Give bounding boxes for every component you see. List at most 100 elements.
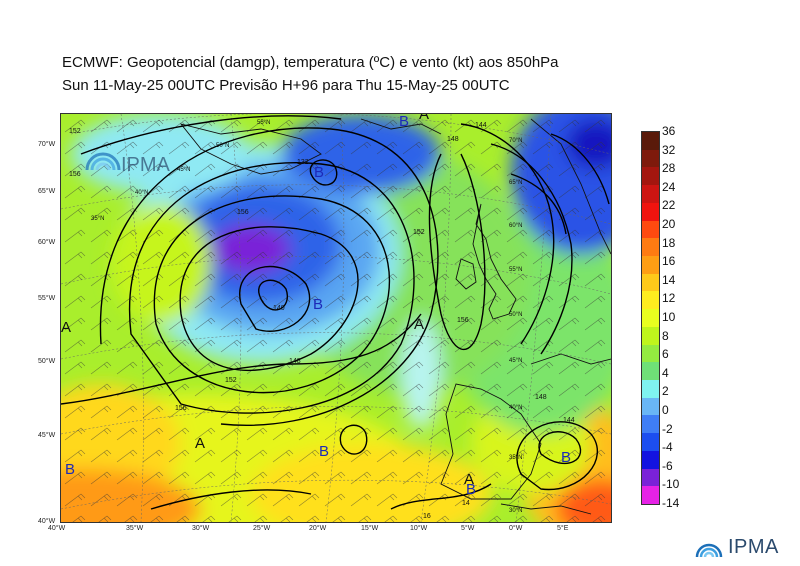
- grid-label: 45°N: [177, 167, 190, 173]
- lon-label: 35°W: [126, 525, 144, 532]
- contour-label: 152: [413, 229, 425, 236]
- colorbar-segment: [642, 273, 659, 292]
- contour-label: 152: [225, 377, 237, 384]
- colorbar-segment: [642, 397, 659, 416]
- colorbar-tick-label: 16: [662, 254, 676, 269]
- contour-label: 132: [297, 159, 309, 166]
- contour-label: 140: [273, 305, 285, 312]
- map-title-line1: ECMWF: Geopotencial (damgp), temperatura…: [62, 54, 559, 71]
- lon-label: 30°W: [192, 525, 210, 532]
- colorbar-segment: [642, 132, 659, 151]
- colorbar-tick-label: 18: [662, 235, 676, 250]
- high-center-label: A: [195, 435, 205, 452]
- ipma-logo: IPMA: [694, 536, 779, 559]
- colorbar-segment: [642, 362, 659, 381]
- colorbar-segment: [642, 486, 659, 505]
- low-center-label: B: [466, 481, 476, 498]
- low-center-label: B: [314, 164, 324, 181]
- high-center-label: A: [464, 471, 474, 488]
- low-center-label: B: [313, 296, 323, 313]
- low-center-label: B: [561, 449, 571, 466]
- lat-label: 65°W: [38, 188, 56, 195]
- grid-label: 50°N: [216, 143, 229, 149]
- grid-label: 65°N: [509, 180, 522, 186]
- grid-label: 35°N: [509, 455, 522, 461]
- lat-label: 55°W: [38, 295, 56, 302]
- low-center-label: B: [65, 461, 75, 478]
- low-center-label: B: [319, 443, 329, 460]
- pressure-centers: B B B B B B B A A A A A: [61, 114, 571, 498]
- colorbar-segment: [642, 344, 659, 363]
- colorbar-tick-label: 20: [662, 217, 676, 231]
- contour-label: 152: [69, 128, 81, 135]
- high-center-label: A: [61, 319, 71, 336]
- grid-label: 30°N: [509, 508, 522, 514]
- grid-label: 50°N: [509, 312, 522, 318]
- colorbar-segment: [642, 220, 659, 239]
- colorbar-tick-label: 4: [662, 365, 669, 380]
- lat-label: 60°W: [38, 239, 56, 246]
- geopotential-contours: [61, 115, 610, 510]
- colorbar-tick-label: -4: [662, 440, 673, 455]
- colorbar-tick-label: 28: [662, 161, 676, 176]
- colorbar-tick-label: 24: [662, 179, 676, 194]
- colorbar-segment: [642, 433, 659, 452]
- contour-value-labels: 132 140 148 148 152 152 156 156 156 148 …: [69, 122, 575, 520]
- colorbar-segment: [642, 450, 659, 470]
- map-watermark-text: IPMA: [121, 154, 171, 176]
- lon-label: 5°W: [461, 525, 475, 532]
- contour-label: 144: [563, 417, 575, 424]
- colorbar-tick-label: -6: [662, 458, 673, 473]
- colorbar-tick-label: 8: [662, 328, 669, 343]
- colorbar-segment: [642, 202, 659, 222]
- lon-label: 40°W: [48, 525, 66, 532]
- wind-barbs: [61, 114, 611, 522]
- contour-label: 16: [423, 513, 431, 520]
- colorbar-tick-label: 22: [662, 198, 676, 213]
- lon-label: 15°W: [361, 525, 379, 532]
- map-title-line2: Sun 11-May-25 00UTC Previsão H+96 para T…: [62, 77, 510, 94]
- lon-label: 10°W: [410, 525, 428, 532]
- grid-label: 60°N: [509, 223, 522, 229]
- ipma-logo-icon: [695, 543, 723, 557]
- weather-map: IPMA B B B B B B B A A A A A 132 140 148…: [60, 113, 612, 523]
- colorbar-tick-label: 2: [662, 384, 669, 399]
- colorbar-tick-label: -14: [662, 496, 680, 510]
- colorbar-segment: [642, 149, 659, 168]
- ipma-logo-text: IPMA: [728, 536, 779, 558]
- contour-label: 156: [457, 317, 469, 324]
- interior-grid-labels: 55°N 50°N 45°N 40°N 35°N 70°N 65°N 60°N …: [91, 120, 522, 514]
- colorbar-tick-label: 32: [662, 142, 676, 157]
- colorbar-segment: [642, 468, 659, 487]
- lat-label: 45°W: [38, 432, 56, 439]
- high-center-label: A: [419, 114, 429, 123]
- colorbar-tick-label: 10: [662, 310, 676, 324]
- grid-label: 55°N: [509, 267, 522, 273]
- low-center-label: B: [399, 114, 409, 130]
- colorbar-tick-label: 12: [662, 291, 676, 306]
- contour-label: 144: [475, 122, 487, 129]
- contour-label: 14: [462, 500, 470, 507]
- lat-label: 70°W: [38, 141, 56, 148]
- colorbar-segment: [642, 380, 659, 399]
- colorbar-tick-label: -2: [662, 421, 673, 436]
- colorbar-tick-label: -10: [662, 477, 680, 492]
- lon-label: 0°W: [509, 525, 523, 532]
- colorbar-segment: [642, 415, 659, 434]
- colorbar-segment: [642, 256, 659, 275]
- map-watermark: IPMA: [85, 152, 171, 176]
- grid-label: 40°N: [509, 405, 522, 411]
- lon-label: 25°W: [253, 525, 271, 532]
- grid-label: 55°N: [257, 120, 270, 126]
- lon-label: 20°W: [309, 525, 327, 532]
- grid-label: 70°N: [509, 138, 522, 144]
- colorbar-tick-label: 36: [662, 124, 676, 138]
- colorbar-segment: [642, 238, 659, 257]
- colorbar-segment: [642, 185, 659, 204]
- colorbar-tick-label: 14: [662, 272, 676, 287]
- contour-label: 156: [69, 171, 81, 178]
- colorbar-tick-label: 6: [662, 347, 669, 362]
- contour-label: 156: [237, 209, 249, 216]
- lat-label: 40°W: [38, 518, 56, 525]
- contour-label: 148: [535, 394, 547, 401]
